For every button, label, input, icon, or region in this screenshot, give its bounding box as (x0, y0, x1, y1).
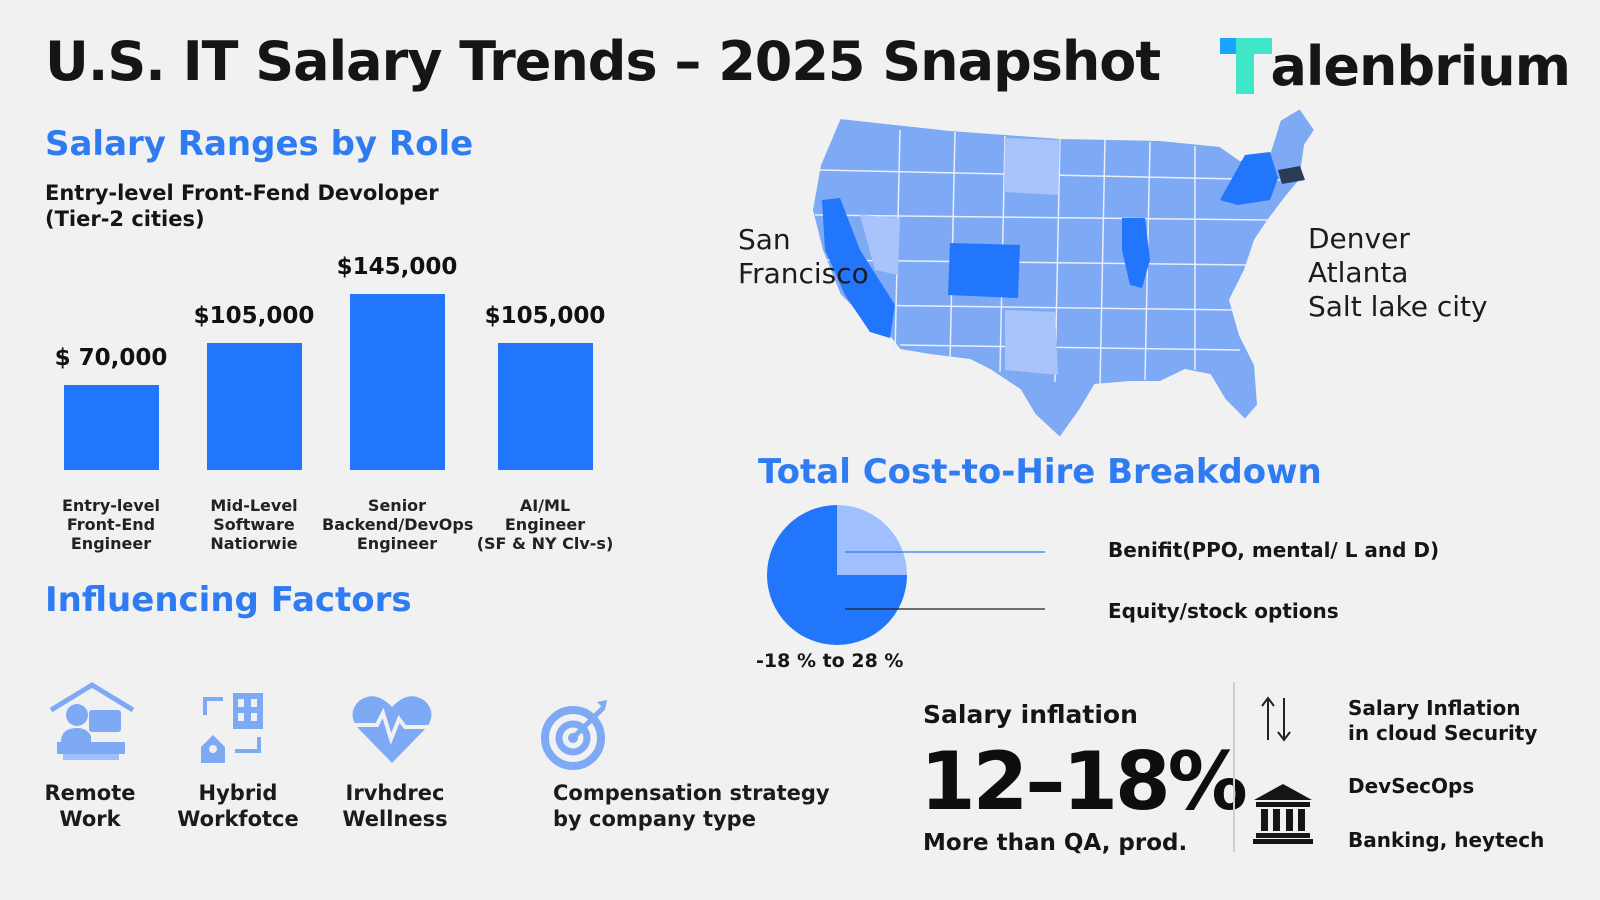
state-california (822, 198, 895, 338)
bar-category-label-1: Entry-level Front-End Engineer (61, 496, 161, 553)
heart-pulse-icon (352, 696, 432, 763)
salary-subtitle-line2: (Tier-2 cities) (45, 207, 205, 231)
bar-4 (497, 342, 593, 470)
bar-1 (63, 385, 159, 470)
city-denver: Denver (1308, 222, 1410, 255)
side-item-cloud-security: Salary Inflation in cloud Security (1348, 696, 1537, 746)
factor-wellness-line2: Wellness (342, 807, 448, 831)
factor-remote-work: Remote Work (30, 780, 150, 832)
state-light-1 (1004, 138, 1060, 195)
pie-label-equity: Equity/stock options (1108, 599, 1339, 623)
hybrid-workforce-icon (201, 693, 263, 763)
factor-compensation-line1: Compensation strategy (553, 781, 830, 805)
factor-wellness-line1: Irvhdrec (345, 781, 445, 805)
salary-section-heading: Salary Ranges by Role (45, 124, 474, 164)
state-massachusetts (1278, 166, 1305, 184)
us-map-outline (810, 106, 1317, 440)
city-label-right: Denver Atlanta Salt lake city (1308, 222, 1488, 324)
factor-hybrid-line1: Hybrid (198, 781, 278, 805)
bar-value-label-4: $105,000 (484, 302, 606, 329)
city-san: San (738, 223, 791, 256)
side-item-devsecops: DevSecOps (1348, 774, 1475, 798)
target-icon (541, 700, 607, 770)
side-item-banking: Banking, heytech (1348, 828, 1545, 852)
city-salt-lake: Salt lake city (1308, 290, 1488, 323)
city-francisco: Francisco (738, 257, 869, 290)
up-down-arrows-icon (1261, 696, 1291, 742)
factor-hybrid-line2: Workfotce (177, 807, 299, 831)
bar-category-label-3: Senior Backend/DevOps Engineer (322, 496, 474, 553)
bar-value-label-1: $ 70,000 (54, 345, 168, 372)
state-light-3 (860, 215, 900, 275)
cost-to-hire-heading: Total Cost-to-Hire Breakdown (758, 452, 1322, 492)
pie-slice-1 (837, 505, 907, 575)
bar-value-label-3: $145,000 (336, 254, 458, 280)
bar-category-label-2: Mid-Level Software Natiorwie (210, 496, 298, 553)
state-light-2 (1005, 310, 1058, 375)
salary-subtitle: Entry-level Front-Fend Devoloper (Tier-2… (45, 180, 439, 232)
salary-subtitle-line1: Entry-level Front-Fend Devoloper (45, 181, 439, 205)
state-new-york (1220, 152, 1278, 205)
inflation-heading: Salary inflation (923, 700, 1138, 729)
logo-text: alenbrium (1270, 35, 1571, 98)
factor-remote-line2: Work (59, 807, 121, 831)
logo-mark-icon (1220, 38, 1273, 94)
brand-logo: alenbrium (1220, 24, 1571, 98)
city-atlanta: Atlanta (1308, 256, 1409, 289)
page-title: U.S. IT Salary Trends – 2025 Snapshot (45, 30, 1161, 93)
factor-compensation-line2: by company type (553, 807, 756, 831)
city-label-left: San Francisco (738, 223, 869, 291)
inflation-divider (1233, 682, 1235, 852)
state-colorado (948, 243, 1020, 298)
bank-icon (1253, 784, 1313, 844)
inflation-subtext: More than QA, prod. (923, 830, 1188, 856)
factor-wellness: Irvhdrec Wellness (325, 780, 465, 832)
us-map (810, 106, 1317, 440)
factor-remote-line1: Remote (44, 781, 136, 805)
bar-3 (349, 294, 445, 470)
pie-slice-2 (767, 505, 907, 645)
remote-work-icon (49, 682, 135, 760)
state-illinois (1122, 218, 1150, 288)
bar-category-label-4: AI/ML Engineer (SF & NY Clv-s) (476, 496, 614, 553)
side-item-cloud-line2: in cloud Security (1348, 721, 1538, 745)
pie-caption: -18 % to 28 % (756, 650, 904, 672)
factor-compensation: Compensation strategy by company type (553, 780, 843, 832)
side-item-cloud-line1: Salary Inflation (1348, 696, 1521, 720)
factor-hybrid: Hybrid Workfotce (168, 780, 308, 832)
bar-value-label-2: $105,000 (193, 302, 315, 329)
factors-heading: Influencing Factors (45, 580, 412, 620)
bar-2 (206, 342, 302, 470)
pie-label-benefit: Benifit(PPO, mental/ L and D) (1108, 538, 1440, 562)
inflation-big-number: 12–18% (920, 735, 1248, 828)
cost-to-hire-pie-chart (767, 505, 1045, 645)
